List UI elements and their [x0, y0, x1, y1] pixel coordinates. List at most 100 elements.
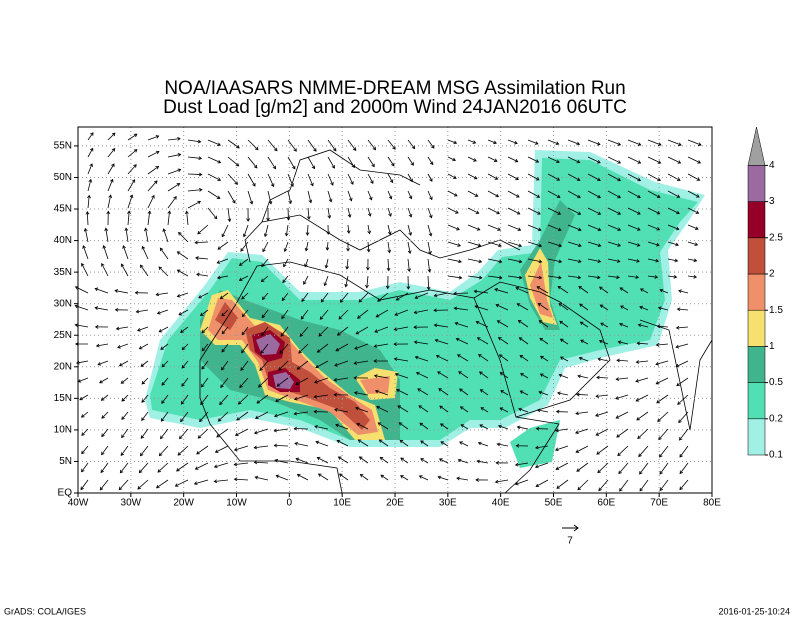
wind-arrow-head	[693, 274, 698, 279]
wind-arrow-head	[296, 366, 301, 370]
wind-arrow-head	[177, 153, 182, 157]
wind-arrow	[300, 309, 309, 320]
wind-arrow	[638, 324, 649, 328]
wind-arrow-head	[580, 339, 584, 343]
wind-arrow	[374, 326, 389, 333]
wind-arrow	[495, 304, 509, 311]
wind-arrow	[477, 337, 489, 345]
wind-arrow	[659, 479, 669, 491]
wind-arrow-head	[293, 411, 298, 416]
wind-arrow	[667, 207, 680, 214]
wind-arrow-head	[437, 475, 442, 480]
wind-arrow	[467, 275, 482, 279]
wind-arrow-head	[273, 443, 278, 448]
wind-arrow	[97, 360, 109, 366]
wind-arrow-head	[326, 231, 331, 235]
wind-arrow	[587, 258, 601, 263]
wind-arrow	[507, 139, 518, 144]
wind-arrow-head	[135, 309, 140, 314]
wind-arrow	[221, 309, 229, 317]
wind-arrow	[95, 288, 109, 294]
wind-arrow	[498, 425, 509, 430]
wind-arrow	[558, 303, 569, 311]
wind-arrow-head	[595, 432, 600, 436]
wind-arrow-head	[535, 177, 540, 181]
wind-arrow-head	[478, 259, 483, 264]
wind-arrow	[507, 190, 520, 198]
wind-arrow-head	[122, 245, 126, 249]
wind-arrow-head	[596, 375, 600, 380]
wind-arrow	[507, 275, 522, 279]
axis-ticks: 40W 30W 20W 10W 0 10E 20E 30E 40E 50E 60E 70E 80E EQ 5…	[54, 141, 722, 509]
wind-arrow-head	[328, 198, 333, 203]
wind-arrow-head	[306, 216, 311, 220]
wind-arrow-head	[635, 360, 640, 364]
wind-arrow	[242, 309, 249, 317]
wind-arrow-head	[676, 194, 681, 198]
wind-arrow-head	[478, 354, 482, 358]
wind-arrow-head	[598, 487, 602, 492]
wind-arrow-head	[161, 382, 166, 386]
wind-arrow-head	[162, 228, 167, 233]
wind-arrow	[347, 190, 352, 201]
wind-arrow-head	[216, 434, 220, 438]
wind-arrow	[627, 156, 641, 164]
wind-arrow-head	[94, 287, 99, 292]
wind-arrow-head	[676, 382, 680, 387]
wind-arrow	[107, 148, 116, 158]
wind-arrow-head	[677, 160, 682, 164]
wind-arrow	[139, 462, 149, 473]
wind-arrow	[274, 411, 289, 417]
wind-arrow	[207, 207, 218, 219]
wind-arrow	[75, 286, 89, 294]
wind-arrow	[140, 360, 149, 367]
wind-arrow-head	[160, 418, 165, 422]
wind-arrow	[557, 392, 569, 396]
wind-arrow-head	[114, 307, 119, 312]
wind-arrow	[497, 320, 509, 328]
wind-arrow-head	[133, 149, 138, 153]
x-tick-label: 70E	[650, 498, 668, 509]
wind-arrow-head	[440, 423, 444, 427]
wind-arrow-head	[617, 194, 621, 199]
wind-arrow-head	[333, 378, 338, 382]
wind-arrow	[127, 133, 138, 141]
wind-arrow	[579, 303, 589, 311]
wind-arrow	[416, 372, 429, 379]
wind-arrow	[280, 326, 289, 337]
wind-arrow-head	[80, 414, 85, 418]
wind-arrow-head	[455, 337, 460, 342]
wind-arrow-head	[355, 330, 360, 335]
wind-arrow-head	[459, 388, 463, 392]
wind-arrow	[478, 354, 489, 362]
wind-arrow-head	[81, 432, 85, 436]
wind-arrow-head	[596, 451, 600, 455]
wind-arrow-head	[536, 408, 541, 413]
wind-arrow-head	[394, 372, 399, 377]
wind-arrow	[487, 224, 501, 231]
wind-arrow	[640, 288, 649, 294]
wind-arrow	[147, 195, 155, 209]
wind-arrow-head	[197, 435, 202, 439]
wind-arrow-head	[555, 141, 560, 146]
wind-arrow	[359, 456, 369, 464]
wind-arrow	[336, 440, 349, 447]
wind-arrow-head	[373, 344, 378, 348]
wind-arrow-head	[697, 142, 702, 146]
colorbar-label: 3	[769, 196, 775, 207]
wind-arrow	[307, 173, 314, 186]
wind-arrow-head	[494, 176, 499, 180]
wind-arrow	[398, 422, 409, 430]
wind-arrow	[107, 163, 115, 175]
wind-arrow	[238, 394, 249, 405]
colorbar-box	[747, 273, 766, 311]
wind-arrow-head	[158, 329, 163, 333]
wind-arrow-head	[498, 259, 503, 264]
wind-arrow-head	[534, 464, 539, 469]
wind-arrow	[139, 343, 149, 350]
wind-arrow-head	[457, 458, 462, 463]
wind-arrow-head	[180, 329, 184, 333]
wind-arrow-head	[453, 193, 458, 197]
wind-arrow	[397, 405, 409, 413]
wind-arrow	[327, 207, 331, 219]
